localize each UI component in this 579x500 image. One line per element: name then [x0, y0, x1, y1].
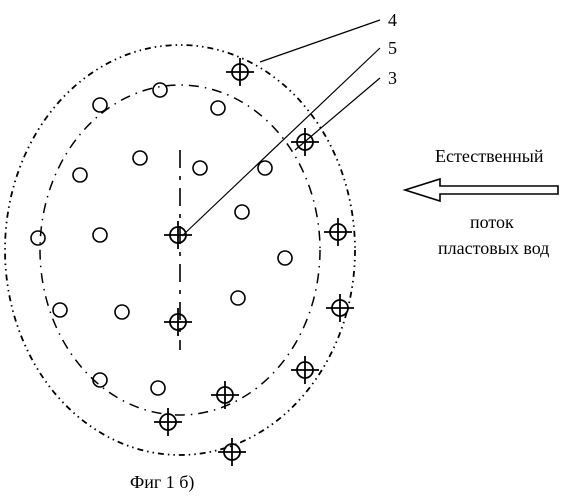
- well-open-4: [193, 161, 207, 175]
- well-open-1: [153, 83, 167, 97]
- well-open-10: [278, 251, 292, 265]
- well-open-7: [31, 231, 45, 245]
- leader-5: [182, 48, 380, 236]
- leader-label-3: 3: [388, 68, 397, 89]
- arrow-text-line1: Естественный: [435, 146, 544, 167]
- well-open-13: [231, 291, 245, 305]
- inner-contour: [40, 85, 320, 415]
- well-open-2: [211, 101, 225, 115]
- leader-label-4: 4: [388, 10, 397, 31]
- well-open-6: [73, 168, 87, 182]
- well-open-15: [151, 381, 165, 395]
- well-open-14: [93, 373, 107, 387]
- arrow-text-line3: пластовых вод: [438, 238, 549, 259]
- well-open-11: [53, 303, 67, 317]
- well-open-5: [133, 151, 147, 165]
- figure-caption: Фиг 1 б): [130, 472, 194, 493]
- leader-4: [260, 20, 380, 62]
- well-open-3: [258, 161, 272, 175]
- outer-contour: [5, 45, 355, 455]
- flow-arrow: [405, 179, 558, 201]
- well-open-9: [235, 205, 249, 219]
- well-open-8: [93, 228, 107, 242]
- leader-label-5: 5: [388, 38, 397, 59]
- arrow-text-line2: поток: [470, 212, 514, 233]
- well-open-12: [115, 305, 129, 319]
- well-open-0: [93, 98, 107, 112]
